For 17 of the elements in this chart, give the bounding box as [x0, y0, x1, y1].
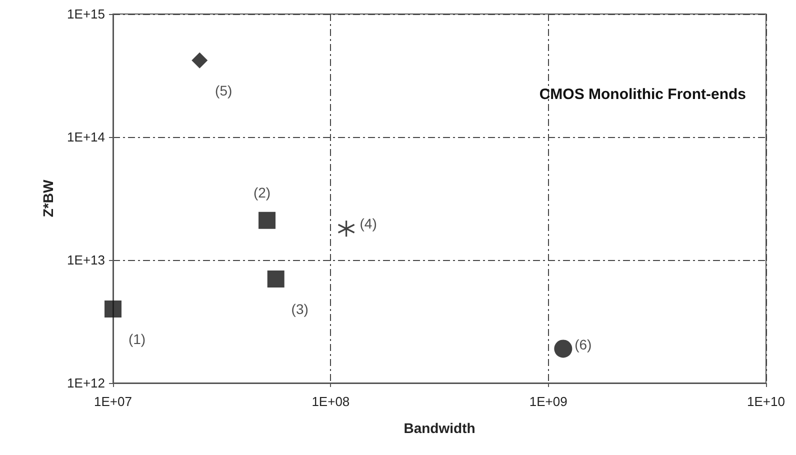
series-label: (6) — [574, 336, 592, 353]
x-tick-label: 1E+08 — [312, 394, 350, 409]
x-tick-label: 1E+09 — [529, 394, 568, 409]
y-tick-label: 1E+13 — [67, 252, 105, 268]
x-tick-label: 1E+10 — [747, 394, 785, 409]
y-tick-label: 1E+12 — [67, 376, 105, 390]
series-label: (3) — [291, 301, 308, 318]
text: CMOS Monolithic Front-ends — [539, 86, 746, 103]
series-label: (4) — [360, 216, 377, 232]
y-tick-label: 1E+15 — [67, 6, 105, 22]
series-label: (5) — [215, 82, 232, 98]
series-label: (1) — [128, 330, 146, 347]
y-tick-label: 1E+14 — [67, 130, 105, 144]
series-label: (2) — [253, 184, 271, 200]
x-tick-label: 1E+07 — [94, 394, 132, 409]
x-axis-title: Bandwidth — [404, 420, 476, 436]
y-axis-title: Z*BW — [40, 179, 56, 218]
